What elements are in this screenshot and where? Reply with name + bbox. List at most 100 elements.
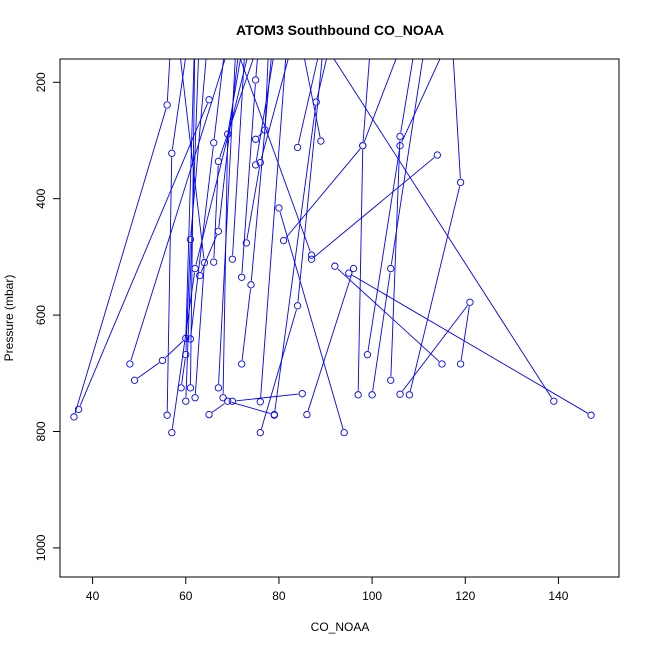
series-segment — [137, 362, 160, 379]
data-point — [456, 360, 465, 368]
data-point — [205, 410, 213, 419]
series-segment — [212, 403, 225, 413]
data-point — [224, 397, 232, 405]
data-point — [214, 157, 223, 166]
data-point — [251, 76, 260, 84]
series-29 — [293, 59, 319, 152]
series-segment — [74, 108, 167, 414]
series-segment — [279, 211, 344, 429]
data-point — [130, 376, 139, 384]
series-21 — [242, 59, 289, 247]
data-point — [186, 335, 195, 343]
data-point — [238, 360, 246, 368]
series-26 — [270, 59, 327, 419]
series-segment — [298, 59, 319, 144]
x-axis: 40 60 80 100 120 140 — [86, 576, 569, 603]
series-segment — [200, 234, 218, 273]
data-point — [293, 143, 302, 152]
series-28 — [279, 59, 370, 245]
data-point — [191, 264, 199, 273]
series-segment — [171, 59, 186, 150]
series-segment — [181, 358, 186, 384]
y-axis-label: Pressure (mbar) — [2, 275, 16, 362]
series-25 — [251, 59, 269, 143]
data-point — [303, 410, 311, 419]
data-point — [182, 397, 190, 405]
y-tick-label: 600 — [34, 305, 48, 325]
data-point — [251, 135, 260, 143]
data-point — [177, 384, 185, 392]
data-point — [433, 151, 441, 159]
series-segment — [180, 59, 205, 259]
series-15 — [214, 59, 236, 392]
y-tick-label: 400 — [34, 188, 48, 208]
series-segment — [213, 165, 219, 259]
data-point — [396, 390, 404, 398]
series-20 — [238, 59, 260, 281]
series-segment — [460, 306, 470, 361]
data-point — [438, 360, 446, 368]
data-point — [196, 271, 204, 280]
series-segment — [316, 59, 327, 99]
series-segment — [236, 393, 299, 402]
series-18 — [228, 390, 306, 405]
data-point — [405, 391, 414, 399]
data-point — [354, 391, 362, 399]
data-point — [550, 397, 558, 405]
data-point — [298, 390, 306, 398]
series-segment — [274, 105, 317, 412]
series-segment — [194, 266, 205, 394]
series-segment — [304, 59, 321, 138]
series-segment — [166, 157, 173, 412]
series-segment — [352, 274, 588, 414]
x-tick-label: 100 — [362, 589, 382, 603]
series-segment — [367, 149, 400, 351]
series-39 — [387, 59, 414, 384]
series-segment — [264, 59, 269, 127]
y-axis: 200 400 600 800 1000 — [34, 72, 61, 561]
series-segment — [400, 59, 414, 133]
data-point — [210, 258, 218, 266]
series-segment — [195, 59, 248, 265]
data-point — [293, 302, 302, 310]
y-tick-label: 800 — [34, 421, 48, 441]
y-tick-label: 200 — [34, 72, 48, 92]
data-point — [228, 397, 237, 405]
series-1 — [70, 59, 171, 421]
data-point — [387, 376, 395, 384]
data-point — [256, 158, 264, 167]
series-34 — [331, 262, 446, 368]
data-point — [163, 411, 171, 419]
series-segment — [401, 59, 441, 143]
data-point — [256, 429, 264, 437]
series-5 — [163, 59, 186, 419]
data-point — [275, 204, 283, 212]
data-point — [214, 384, 223, 392]
series-segment — [372, 272, 391, 391]
series-segment — [190, 59, 196, 384]
series-layer — [70, 59, 595, 437]
data-point — [186, 235, 195, 244]
series-33 — [304, 59, 325, 145]
series-segment — [362, 59, 370, 142]
data-point — [340, 429, 348, 437]
data-point — [587, 411, 595, 419]
data-point — [279, 236, 288, 245]
data-point — [200, 259, 209, 267]
series-segment — [285, 148, 361, 238]
data-point — [70, 413, 78, 421]
data-point — [168, 149, 176, 157]
data-point — [168, 429, 176, 437]
data-point — [219, 394, 227, 402]
series-segment — [261, 309, 297, 429]
data-point — [74, 405, 83, 414]
x-axis-label: CO_NOAA — [311, 620, 370, 634]
series-37 — [368, 59, 424, 399]
data-point — [387, 264, 395, 273]
data-point — [307, 255, 316, 263]
series-segment — [222, 138, 229, 394]
series-segment — [258, 132, 263, 137]
series-segment — [166, 59, 171, 102]
series-segment — [231, 401, 271, 414]
